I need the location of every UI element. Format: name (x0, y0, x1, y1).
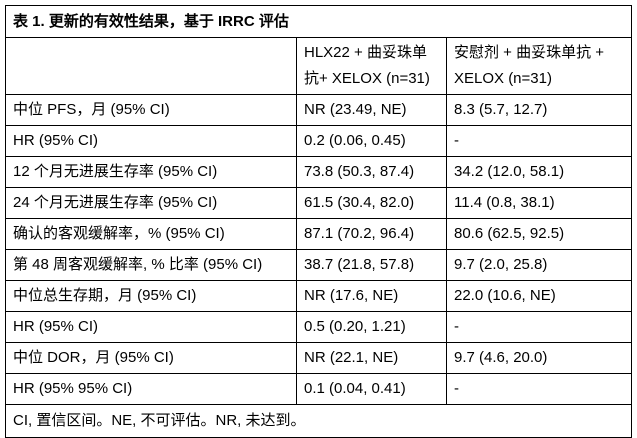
value-arm1: NR (17.6, NE) (296, 280, 447, 312)
row-median-pfs: 中位 PFS，月 (95% CI) NR (23.49, NE) 8.3 (5.… (5, 94, 632, 126)
row-label: 24 个月无进展生存率 (95% CI) (5, 187, 297, 219)
table-title: 表 1. 更新的有效性结果，基于 IRRC 评估 (5, 5, 632, 38)
value-arm1: 73.8 (50.3, 87.4) (296, 156, 447, 188)
row-label: 第 48 周客观缓解率, % 比率 (95% CI) (5, 249, 297, 281)
row-label: HR (95% CI) (5, 311, 297, 343)
value-arm2: 11.4 (0.8, 38.1) (446, 187, 632, 219)
header-arm-hlx22: HLX22 + 曲妥珠单抗+ XELOX (n=31) (296, 37, 447, 95)
value-arm2: - (446, 373, 632, 405)
efficacy-results-table: 表 1. 更新的有效性结果，基于 IRRC 评估 HLX22 + 曲妥珠单抗+ … (5, 5, 632, 438)
row-pfs-rate-24m: 24 个月无进展生存率 (95% CI) 61.5 (30.4, 82.0) 1… (5, 187, 632, 219)
value-arm1: NR (22.1, NE) (296, 342, 447, 374)
value-arm2: 80.6 (62.5, 92.5) (446, 218, 632, 250)
value-arm1: NR (23.49, NE) (296, 94, 447, 126)
table-footnote-row: CI, 置信区间。NE, 不可评估。NR, 未达到。 (5, 404, 632, 438)
value-arm2: - (446, 311, 632, 343)
header-arm-placebo: 安慰剂 + 曲妥珠单抗 + XELOX (n=31) (446, 37, 632, 95)
row-label: 中位总生存期，月 (95% CI) (5, 280, 297, 312)
row-hr-os: HR (95% CI) 0.5 (0.20, 1.21) - (5, 311, 632, 343)
row-label: 确认的客观缓解率，% (95% CI) (5, 218, 297, 250)
row-hr-dor: HR (95% 95% CI) 0.1 (0.04, 0.41) - (5, 373, 632, 405)
value-arm1: 61.5 (30.4, 82.0) (296, 187, 447, 219)
row-confirmed-orr: 确认的客观缓解率，% (95% CI) 87.1 (70.2, 96.4) 80… (5, 218, 632, 250)
row-label: HR (95% CI) (5, 125, 297, 157)
table-title-row: 表 1. 更新的有效性结果，基于 IRRC 评估 (5, 5, 632, 38)
value-arm1: 38.7 (21.8, 57.8) (296, 249, 447, 281)
row-label: HR (95% 95% CI) (5, 373, 297, 405)
row-label: 12 个月无进展生存率 (95% CI) (5, 156, 297, 188)
value-arm2: - (446, 125, 632, 157)
value-arm1: 87.1 (70.2, 96.4) (296, 218, 447, 250)
row-median-os: 中位总生存期，月 (95% CI) NR (17.6, NE) 22.0 (10… (5, 280, 632, 312)
value-arm2: 22.0 (10.6, NE) (446, 280, 632, 312)
value-arm2: 8.3 (5.7, 12.7) (446, 94, 632, 126)
row-hr-pfs: HR (95% CI) 0.2 (0.06, 0.45) - (5, 125, 632, 157)
row-median-dor: 中位 DOR，月 (95% CI) NR (22.1, NE) 9.7 (4.6… (5, 342, 632, 374)
value-arm2: 9.7 (2.0, 25.8) (446, 249, 632, 281)
value-arm2: 34.2 (12.0, 58.1) (446, 156, 632, 188)
row-label: 中位 DOR，月 (95% CI) (5, 342, 297, 374)
header-empty-cell (5, 37, 297, 95)
table-footnote: CI, 置信区间。NE, 不可评估。NR, 未达到。 (5, 404, 632, 438)
table-header-row: HLX22 + 曲妥珠单抗+ XELOX (n=31) 安慰剂 + 曲妥珠单抗 … (5, 37, 632, 95)
row-pfs-rate-12m: 12 个月无进展生存率 (95% CI) 73.8 (50.3, 87.4) 3… (5, 156, 632, 188)
row-label: 中位 PFS，月 (95% CI) (5, 94, 297, 126)
row-orr-week48: 第 48 周客观缓解率, % 比率 (95% CI) 38.7 (21.8, 5… (5, 249, 632, 281)
value-arm1: 0.5 (0.20, 1.21) (296, 311, 447, 343)
value-arm2: 9.7 (4.6, 20.0) (446, 342, 632, 374)
value-arm1: 0.2 (0.06, 0.45) (296, 125, 447, 157)
value-arm1: 0.1 (0.04, 0.41) (296, 373, 447, 405)
